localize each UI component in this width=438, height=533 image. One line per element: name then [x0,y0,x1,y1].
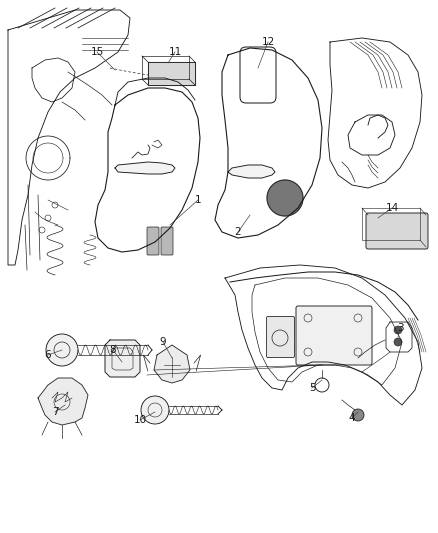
Circle shape [394,326,402,334]
Circle shape [46,334,78,366]
FancyBboxPatch shape [366,213,428,249]
Polygon shape [154,345,190,383]
Polygon shape [267,180,303,216]
FancyBboxPatch shape [296,306,372,365]
FancyBboxPatch shape [161,227,173,255]
Text: 7: 7 [52,407,58,417]
Polygon shape [115,162,175,174]
Text: 6: 6 [45,350,51,360]
Circle shape [394,338,402,346]
Polygon shape [228,165,275,178]
Polygon shape [148,62,195,85]
FancyBboxPatch shape [266,317,294,358]
Text: 12: 12 [261,37,275,47]
Polygon shape [38,378,88,425]
Text: 10: 10 [134,415,147,425]
Text: 11: 11 [168,47,182,57]
Circle shape [352,409,364,421]
Text: 8: 8 [110,345,117,355]
Text: 14: 14 [385,203,399,213]
Text: 4: 4 [349,413,355,423]
Text: 2: 2 [235,227,241,237]
Circle shape [141,396,169,424]
Text: 3: 3 [397,323,403,333]
Text: 1: 1 [194,195,201,205]
Text: 9: 9 [160,337,166,347]
Text: 15: 15 [90,47,104,57]
FancyBboxPatch shape [147,227,159,255]
Polygon shape [105,340,140,377]
Text: 5: 5 [309,383,315,393]
